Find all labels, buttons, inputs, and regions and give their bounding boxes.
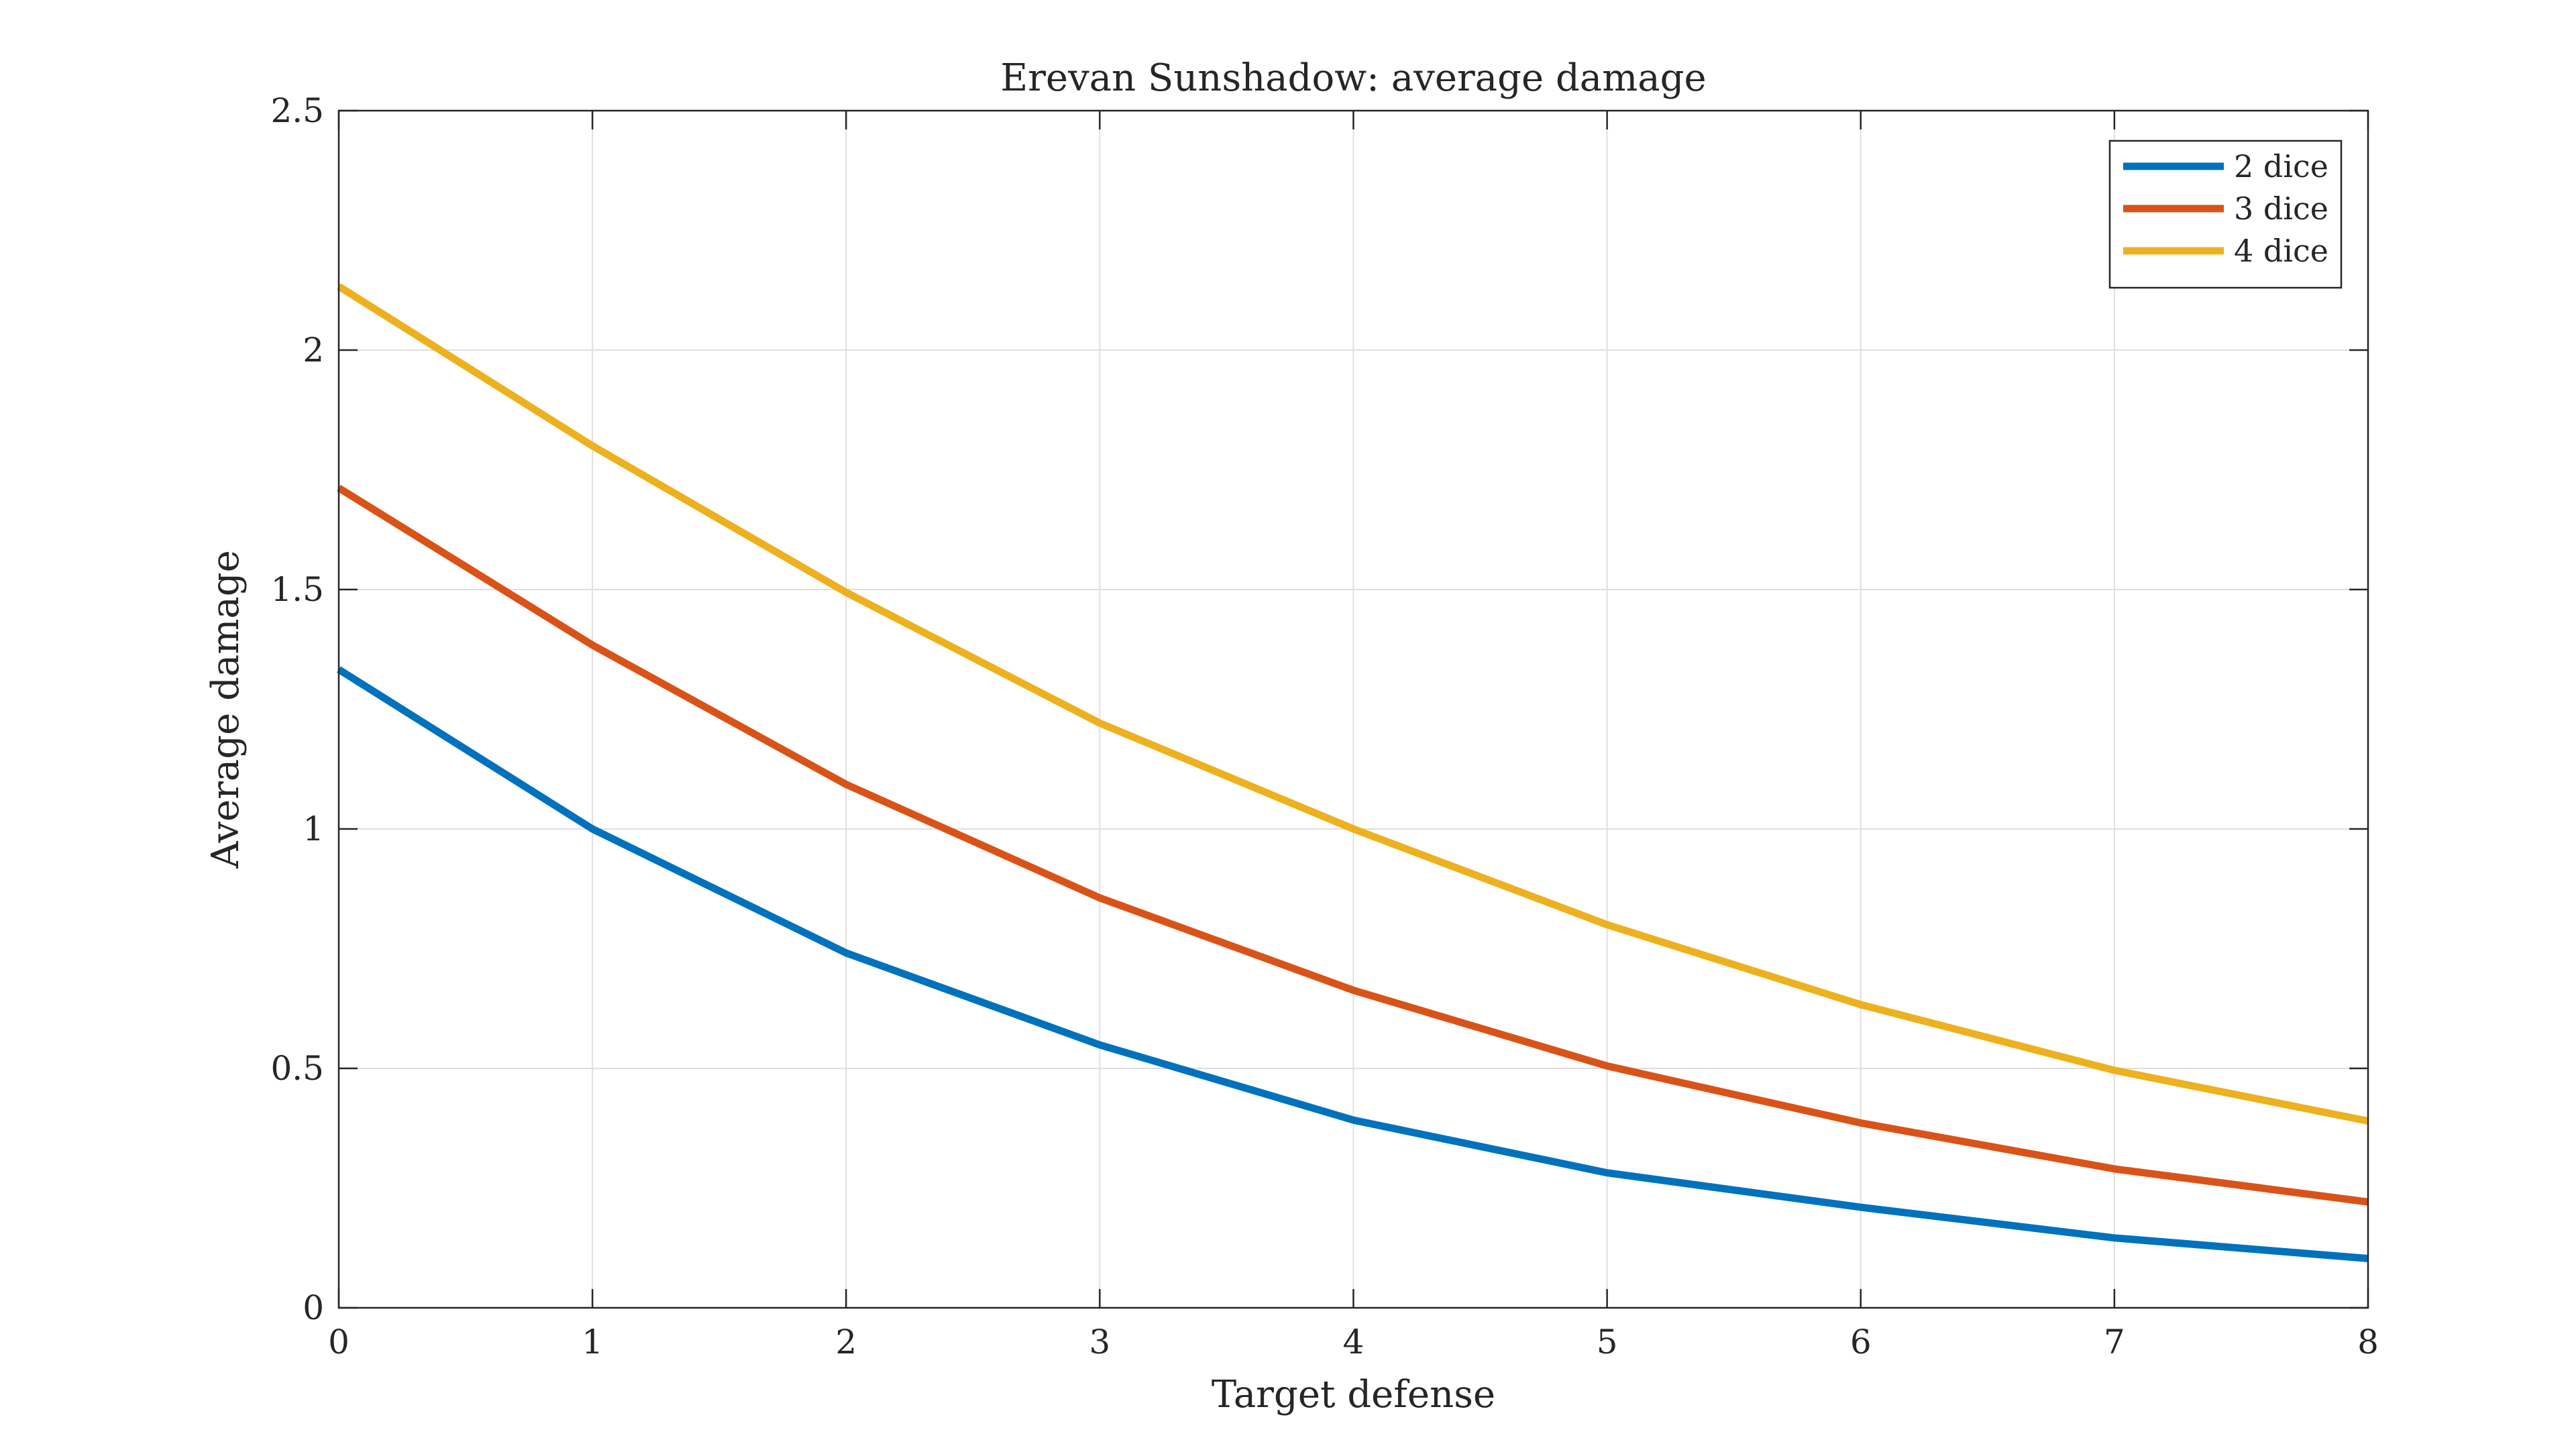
legend-label: 3 dice [2234,190,2328,227]
series-line-4-dice [337,283,2369,1125]
chart-title: Erevan Sunshadow: average damage [1000,56,1706,100]
series-lines [337,283,2369,1262]
x-tick-label: 0 [328,1323,350,1361]
series-line-2-dice [337,666,2369,1262]
y-tick-label: 2 [303,331,324,370]
y-tick-label: 0 [303,1288,324,1327]
x-tick-label: 6 [1850,1323,1872,1361]
x-tick-label: 8 [2357,1323,2379,1361]
x-tick-label: 2 [835,1323,857,1361]
y-tick-label: 2.5 [270,91,324,130]
series-line-3-dice [337,484,2369,1206]
legend: 2 dice 3 dice 4 dice [2108,139,2343,289]
x-tick-label: 1 [582,1323,603,1361]
y-tick-label: 1.5 [270,570,324,609]
y-tick-label: 0.5 [270,1049,324,1088]
x-axis-label: Target defense [1212,1373,1495,1416]
axis-ticks: 0 1 2 3 4 5 6 7 8 0 0.5 1 1.5 2 2.5 [270,91,2378,1361]
x-tick-label: 3 [1089,1323,1110,1361]
legend-label: 4 dice [2234,233,2328,269]
x-tick-label: 7 [2104,1323,2125,1361]
y-tick-label: 1 [303,809,324,848]
legend-label: 2 dice [2234,148,2328,184]
x-tick-label: 4 [1343,1323,1364,1361]
y-axis-label: Average damage [204,550,248,869]
x-tick-label: 5 [1597,1323,1618,1361]
